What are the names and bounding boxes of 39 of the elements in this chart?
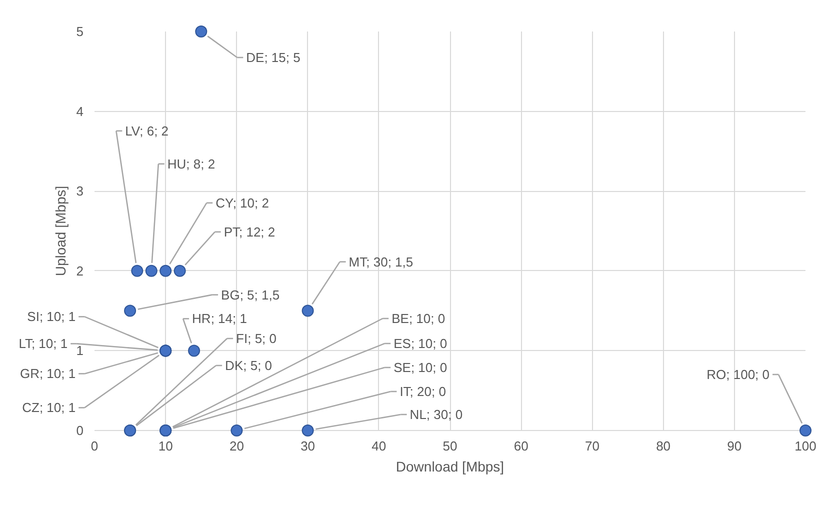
y-tick-label: 0	[76, 423, 84, 438]
x-tick-label: 50	[442, 438, 458, 454]
annotation: DK; 5; 0	[225, 358, 272, 373]
x-tick-label: 70	[584, 438, 600, 454]
x-tick-label: 10	[158, 438, 173, 454]
x-axis-title: Download [Mbps]	[396, 458, 504, 474]
annotation: MT; 30; 1,5	[348, 254, 414, 270]
x-tick-label: 60	[514, 438, 528, 454]
annotation: BE; 10; 0	[392, 311, 446, 326]
x-tick-label: 20	[229, 438, 244, 454]
annotation: LT; 10; 1	[18, 336, 68, 352]
y-tick-label: 3	[76, 184, 84, 199]
x-tick-label: 30	[300, 438, 316, 454]
annotation: PT; 12; 2	[224, 224, 276, 240]
annotation: DE; 15; 5	[246, 50, 300, 65]
x-tick-label: 0	[90, 438, 98, 454]
x-tick-label: 40	[372, 438, 386, 454]
annotation: CY; 10; 2	[216, 195, 269, 210]
annotation: HR; 14; 1	[192, 311, 247, 326]
x-tick-label: 100	[794, 438, 816, 454]
annotation: GR; 10; 1	[20, 366, 76, 382]
annotation: HU; 8; 2	[167, 156, 216, 172]
annotation: LV; 6; 2	[125, 123, 169, 138]
annotation: SE; 10; 0	[394, 360, 448, 375]
y-tick-label: 5	[76, 24, 84, 39]
x-tick-label: 80	[656, 438, 671, 454]
annotation: BG; 5; 1,5	[221, 287, 280, 302]
y-tick-label: 1	[76, 343, 84, 358]
annotation: CZ; 10; 1	[22, 400, 76, 416]
annotation: RO; 100; 0	[706, 367, 770, 382]
annotation: IT; 20; 0	[400, 384, 446, 399]
annotation: FI; 5; 0	[236, 331, 277, 346]
annotation: ES; 10; 0	[394, 336, 448, 351]
x-tick-label: 90	[727, 438, 742, 454]
y-tick-label: 4	[76, 104, 84, 119]
y-tick-label: 2	[76, 263, 84, 278]
y-axis-title: Upload [Mbps]	[52, 186, 68, 276]
annotation: NL; 30; 0	[410, 407, 463, 422]
annotation: SI; 10; 1	[27, 309, 76, 324]
